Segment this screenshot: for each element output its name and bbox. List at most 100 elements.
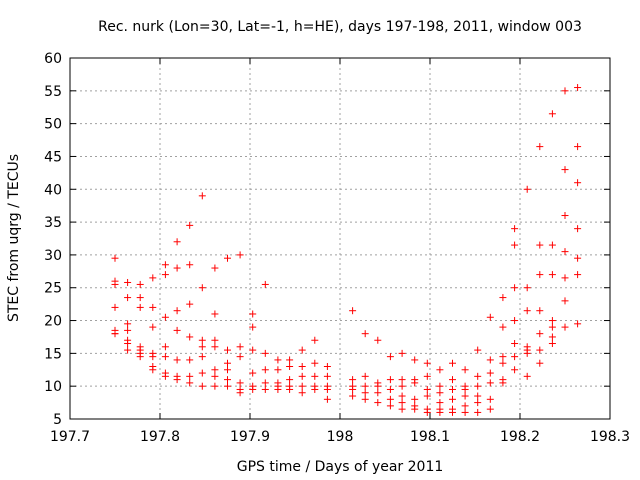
data-point: [461, 392, 469, 400]
data-point: [511, 317, 519, 325]
data-point: [161, 271, 169, 279]
data-point: [161, 261, 169, 269]
data-point: [398, 405, 406, 413]
data-point: [536, 241, 544, 249]
data-point: [574, 225, 582, 233]
data-point: [574, 179, 582, 187]
data-point: [286, 362, 294, 370]
data-point: [461, 366, 469, 374]
data-point: [186, 372, 194, 380]
data-point: [436, 399, 444, 407]
x-tick-label: 198.3: [590, 429, 630, 445]
y-tick-labels: 5 10 15 20 25 30 35 40 45 50 55 60: [44, 51, 62, 428]
data-point: [198, 284, 206, 292]
data-point: [261, 379, 269, 387]
data-point: [198, 336, 206, 344]
data-point: [574, 271, 582, 279]
x-tick-label: 197.8: [140, 429, 180, 445]
data-point: [436, 408, 444, 416]
data-point: [574, 143, 582, 151]
data-point: [124, 320, 132, 328]
data-point: [298, 362, 306, 370]
x-tick-label: 198: [327, 429, 354, 445]
data-point: [361, 389, 369, 397]
x-tick-label: 198.2: [500, 429, 540, 445]
data-point: [511, 366, 519, 374]
data-point: [511, 340, 519, 348]
data-point: [548, 317, 556, 325]
data-point: [224, 366, 231, 374]
data-point: [461, 402, 469, 410]
data-point: [536, 346, 544, 354]
y-tick-label: 15: [44, 346, 62, 362]
data-point: [486, 356, 494, 364]
data-point: [398, 349, 406, 357]
data-point: [511, 225, 519, 233]
data-point: [186, 379, 194, 387]
data-point: [561, 274, 569, 282]
y-tick-label: 55: [44, 84, 62, 100]
data-point: [398, 382, 406, 390]
axis-ticks: [69, 57, 611, 420]
data-point: [411, 356, 419, 364]
data-point: [474, 346, 482, 354]
data-point: [499, 353, 507, 361]
data-point: [474, 382, 482, 390]
data-point: [211, 310, 219, 318]
y-tick-label: 10: [44, 379, 62, 395]
y-tick-label: 25: [44, 281, 62, 297]
data-point: [349, 392, 357, 400]
data-point: [536, 359, 544, 367]
data-point: [198, 192, 206, 200]
data-point: [249, 323, 257, 331]
data-point: [211, 382, 219, 390]
data-point: [386, 353, 394, 361]
data-point: [461, 385, 469, 393]
y-tick-label: 35: [44, 215, 62, 231]
data-point: [486, 405, 494, 413]
x-axis-label: GPS time / Days of year 2011: [237, 459, 444, 475]
data-point: [548, 241, 556, 249]
data-point: [411, 405, 419, 413]
data-point: [274, 356, 282, 364]
data-point: [298, 372, 306, 380]
data-point: [561, 166, 569, 174]
data-point: [236, 343, 244, 351]
chart-title: Rec. nurk (Lon=30, Lat=-1, h=HE), days 1…: [98, 19, 582, 35]
data-point: [561, 212, 569, 220]
data-point: [386, 376, 394, 384]
data-point: [161, 313, 169, 321]
data-point: [111, 303, 119, 311]
data-point: [523, 349, 531, 357]
data-point: [474, 408, 482, 416]
data-point: [124, 326, 132, 334]
data-point: [186, 221, 194, 229]
data-point: [499, 379, 507, 387]
data-point: [349, 385, 357, 393]
data-point: [124, 278, 132, 286]
data-point: [236, 251, 244, 259]
data-point: [311, 336, 319, 344]
data-point: [374, 336, 382, 344]
data-point: [211, 366, 219, 374]
data-point: [411, 395, 419, 403]
data-point: [161, 353, 169, 361]
y-tick-label: 60: [44, 51, 62, 67]
data-point: [173, 307, 181, 315]
data-point: [574, 320, 582, 328]
data-point: [249, 310, 257, 318]
y-tick-label: 30: [44, 248, 62, 264]
y-tick-label: 45: [44, 149, 62, 165]
data-point: [136, 353, 144, 361]
data-point: [224, 359, 231, 367]
data-point: [499, 294, 507, 302]
x-tick-label: 198.1: [410, 429, 450, 445]
data-point: [411, 379, 419, 387]
data-point: [449, 408, 456, 416]
data-point: [298, 346, 306, 354]
data-point: [523, 372, 531, 380]
data-point: [211, 372, 219, 380]
data-point: [423, 372, 431, 380]
data-point: [186, 356, 194, 364]
data-point: [511, 241, 519, 249]
